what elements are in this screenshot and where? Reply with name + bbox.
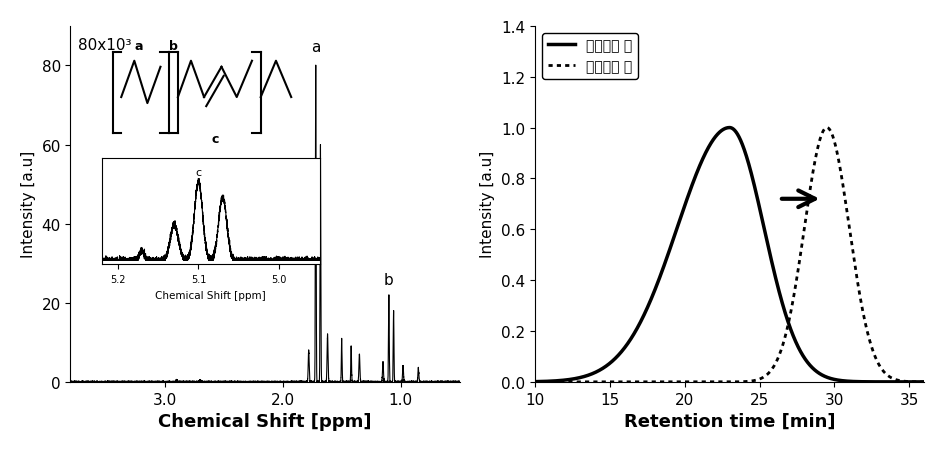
- Text: b: b: [383, 272, 394, 287]
- Text: 80x10³: 80x10³: [78, 37, 131, 52]
- Y-axis label: Intensity [a.u]: Intensity [a.u]: [21, 151, 36, 258]
- Y-axis label: Intensity [a.u]: Intensity [a.u]: [480, 151, 495, 258]
- Legend: 오존반응 전, 오존반응 후: 오존반응 전, 오존반응 후: [541, 34, 637, 80]
- X-axis label: Chemical Shift [ppm]: Chemical Shift [ppm]: [159, 412, 371, 430]
- Text: a: a: [311, 39, 320, 55]
- X-axis label: Retention time [min]: Retention time [min]: [623, 412, 834, 430]
